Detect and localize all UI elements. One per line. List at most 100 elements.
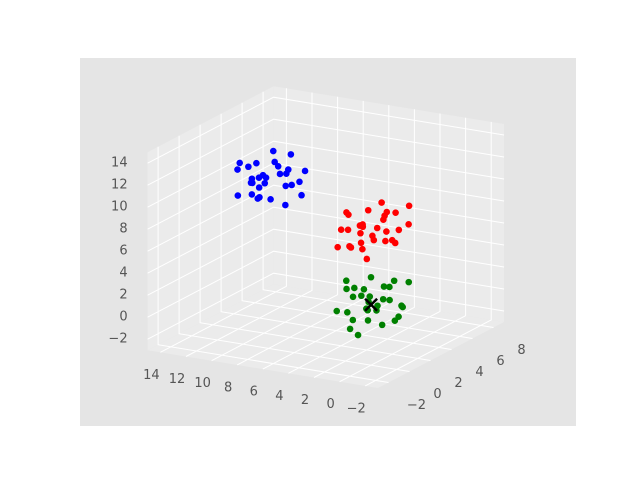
y-tick-label: 2 — [454, 376, 462, 391]
point — [287, 151, 295, 158]
y-tick-label: 4 — [475, 365, 483, 380]
point — [343, 285, 350, 293]
point — [378, 199, 385, 206]
point — [337, 226, 345, 234]
point — [334, 243, 341, 251]
grid-line — [147, 140, 505, 208]
point — [344, 226, 352, 234]
point — [274, 163, 282, 170]
x-tick-label: 6 — [250, 385, 258, 400]
z-tick-label: 4 — [119, 266, 127, 281]
point — [390, 277, 398, 285]
z-tick-label: 6 — [119, 244, 127, 259]
point — [363, 255, 371, 263]
x-tick-label: −2 — [347, 401, 366, 416]
point — [367, 273, 375, 281]
z-tick-label: −2 — [108, 332, 127, 347]
y-tick-label: −2 — [407, 398, 426, 413]
point — [383, 228, 390, 235]
point — [405, 202, 413, 210]
grid-line — [364, 121, 492, 387]
grid-line — [185, 92, 313, 357]
point — [343, 209, 350, 216]
grid-line — [241, 102, 473, 339]
grid-line — [147, 118, 505, 186]
point — [282, 182, 289, 190]
point — [333, 307, 341, 315]
x-tick-label: 0 — [326, 397, 334, 412]
grid-line — [147, 206, 505, 274]
point — [234, 192, 242, 199]
z-tick-label: 12 — [111, 178, 128, 193]
point — [388, 236, 396, 244]
grid-line — [147, 96, 505, 164]
point — [382, 237, 389, 245]
point — [248, 191, 256, 198]
z-tick-label: 2 — [119, 288, 127, 303]
point — [349, 293, 357, 301]
point — [374, 302, 381, 310]
grid-line — [160, 88, 287, 353]
point — [369, 232, 376, 240]
point — [283, 170, 290, 178]
point — [364, 206, 372, 214]
x-tick-label: 12 — [169, 372, 186, 387]
point — [282, 201, 289, 209]
point — [398, 302, 405, 310]
point — [234, 166, 241, 173]
grid-line — [262, 91, 494, 328]
point — [255, 184, 263, 191]
point — [236, 159, 244, 167]
grid-line — [147, 184, 505, 252]
point — [378, 321, 386, 329]
point — [357, 239, 365, 247]
point — [380, 216, 387, 224]
point — [359, 245, 366, 253]
grid-line — [199, 124, 431, 361]
point — [392, 209, 399, 216]
point — [288, 181, 295, 189]
x-tick-label: 10 — [194, 376, 211, 391]
point — [346, 325, 354, 333]
y-tick-label: 8 — [517, 343, 525, 358]
point — [344, 309, 351, 316]
point — [276, 170, 284, 178]
centroid-marker — [364, 297, 378, 312]
point — [349, 316, 357, 324]
y-tick-label: 0 — [433, 387, 441, 402]
grid-line — [220, 113, 452, 350]
point — [267, 196, 274, 203]
point — [405, 278, 413, 286]
grid-line — [147, 228, 505, 296]
grid-line — [211, 96, 339, 362]
grid-line — [339, 117, 467, 383]
z-tick-label: 14 — [111, 156, 128, 171]
grid-line — [288, 109, 415, 374]
point — [354, 331, 362, 339]
point — [386, 283, 393, 291]
point — [364, 317, 372, 324]
grid-line — [147, 272, 505, 340]
x-tick-label: 4 — [275, 389, 283, 404]
grid-line — [157, 146, 389, 383]
point — [262, 174, 270, 182]
grid-line — [313, 113, 441, 378]
point — [366, 293, 374, 300]
point — [358, 292, 365, 300]
point — [380, 283, 388, 290]
point — [248, 175, 256, 183]
z-tick-label: 8 — [119, 222, 127, 237]
point — [298, 191, 305, 199]
point — [383, 208, 391, 216]
point — [269, 147, 277, 155]
point — [351, 284, 358, 292]
point — [301, 167, 309, 175]
point — [296, 178, 303, 186]
point — [373, 224, 381, 232]
point — [245, 163, 252, 171]
point — [253, 159, 260, 167]
x-tick-label: 14 — [143, 368, 160, 383]
x-tick-label: 8 — [224, 380, 232, 395]
point — [357, 229, 364, 237]
